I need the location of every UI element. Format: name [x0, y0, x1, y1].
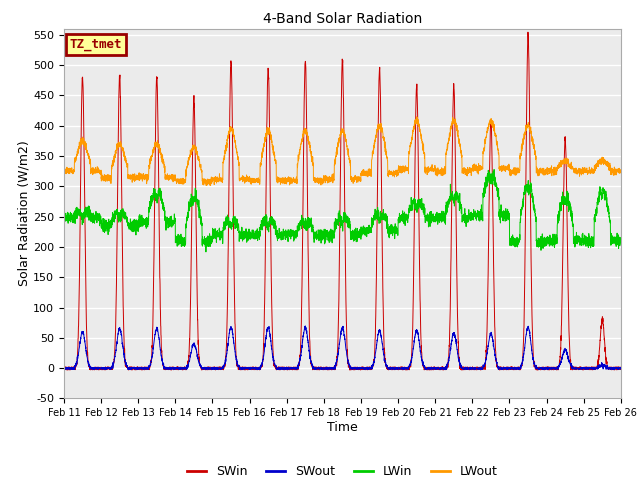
LWout [413, 114, 420, 120]
SWin [499, 366, 507, 372]
SWout [499, 365, 507, 371]
LWout [499, 167, 507, 172]
LWin [202, 249, 210, 255]
LWin [322, 229, 330, 235]
SWin [129, 367, 136, 373]
SWout [468, 365, 476, 371]
Line: SWin: SWin [64, 32, 621, 370]
LWin [617, 235, 625, 240]
Text: TZ_tmet: TZ_tmet [70, 38, 122, 51]
SWout [160, 363, 168, 369]
LWout [160, 162, 168, 168]
SWin [467, 367, 475, 372]
SWout [301, 323, 309, 329]
SWin [617, 365, 625, 371]
SWin [616, 365, 624, 371]
LWout [60, 167, 68, 173]
SWin [436, 366, 444, 372]
SWin [322, 367, 330, 372]
X-axis label: Time: Time [327, 421, 358, 434]
LWout [202, 182, 210, 188]
LWout [436, 168, 444, 173]
LWin [467, 217, 475, 223]
LWin [60, 219, 68, 225]
SWin [60, 366, 68, 372]
Legend: SWin, SWout, LWin, LWout: SWin, SWout, LWin, LWout [182, 460, 502, 480]
SWout [436, 366, 444, 372]
Title: 4-Band Solar Radiation: 4-Band Solar Radiation [263, 12, 422, 26]
Line: LWout: LWout [64, 117, 621, 185]
SWout [616, 366, 624, 372]
LWin [616, 237, 624, 242]
Y-axis label: Solar Radiation (W/m2): Solar Radiation (W/m2) [17, 141, 30, 287]
SWin [524, 29, 532, 35]
Line: LWin: LWin [64, 169, 621, 252]
SWout [617, 365, 625, 371]
LWin [436, 211, 444, 216]
LWin [160, 207, 168, 213]
SWout [322, 365, 330, 371]
SWout [60, 365, 68, 371]
LWout [617, 169, 625, 175]
LWin [499, 211, 507, 217]
SWin [161, 364, 168, 370]
LWin [490, 167, 498, 172]
LWout [468, 168, 476, 174]
LWout [616, 169, 624, 175]
LWout [322, 173, 330, 179]
Line: SWout: SWout [64, 326, 621, 369]
SWout [362, 366, 370, 372]
